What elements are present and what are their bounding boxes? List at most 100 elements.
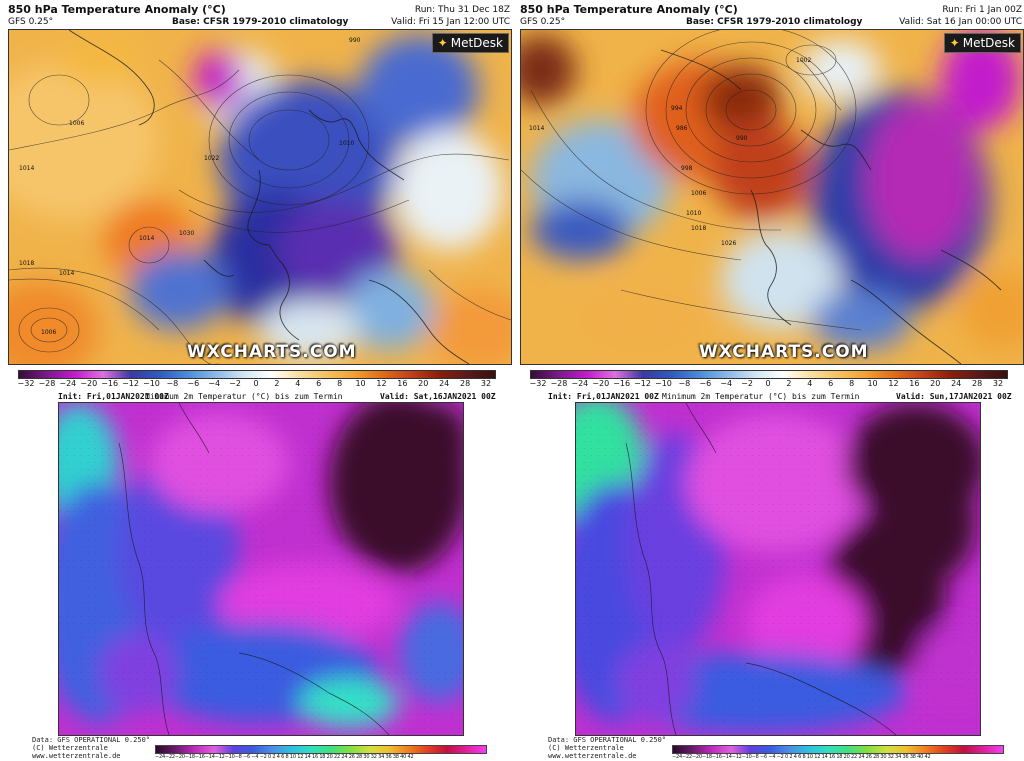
anomaly-tick-label: −20 [592,379,610,388]
isobar-label: 1002 [796,57,811,64]
anomaly-tick-label: 2 [274,379,280,388]
top-left-anomaly-map: 1006 1014 1018 1014 1022 1030 1006 1010 … [8,29,512,365]
anomaly-tick-label: −24 [571,379,589,388]
tmin-colorbar-right [672,745,1004,754]
anomaly-tick-label: 10 [867,379,878,388]
anomaly-tick-label: 12 [376,379,387,388]
anomaly-tick-label: 8 [849,379,855,388]
anomaly-tick-label: 20 [930,379,941,388]
anomaly-tick-label: −8 [678,379,691,388]
anomaly-tick-label: −32 [17,379,35,388]
anomaly-tick-label: −10 [655,379,672,388]
anomaly-tick-label: −10 [143,379,160,388]
anomaly-tick-label: 16 [397,379,408,388]
anomaly-tick-label: 2 [786,379,792,388]
top-left-run: Run: Thu 31 Dec 18Z [414,5,510,15]
top-right-valid: Valid: Sat 16 Jan 00:00 UTC [899,17,1022,27]
top-right-anomaly-map: 1002 994 986 990 998 1006 1010 1018 1026… [520,29,1024,365]
anomaly-tick-label: −4 [208,379,221,388]
isobar-label: 1018 [19,260,34,267]
isobar-label: 1010 [339,140,354,147]
anomaly-tick-label: −32 [529,379,547,388]
anomaly-tick-label: 20 [418,379,429,388]
anomaly-tick-label: −4 [720,379,733,388]
anomaly-tick-label: 32 [480,379,492,388]
top-right-title: 850 hPa Temperature Anomaly (°C) [520,3,738,16]
isobar-label: 1014 [59,270,74,277]
anomaly-tick-label: −2 [741,379,753,388]
anomaly-tick-label: −8 [166,379,179,388]
anomaly-tick-label: −12 [122,379,139,388]
anomaly-tick-label: 6 [316,379,322,388]
anomaly-tick-label: 16 [909,379,920,388]
anomaly-tick-label: 4 [295,379,301,388]
anomaly-tick-label: 32 [992,379,1004,388]
bottom-right-footer: Data: GFS OPERATIONAL 0.250° (C) Wetterz… [548,736,667,760]
anomaly-tick-label: −24 [59,379,77,388]
isobar-label: 1006 [41,329,56,336]
wxcharts-watermark: WXCHARTS.COM [699,342,869,362]
bottom-left-param: Minimum 2m Temperatur (°C) bis zum Termi… [145,392,343,401]
anomaly-tick-label: −6 [699,379,712,388]
isobar-label: 1006 [691,190,706,197]
top-left-model: GFS 0.25° [8,17,54,27]
anomaly-tick-label: 0 [253,379,259,388]
metdesk-logo: ✦ MetDesk [431,33,509,53]
anomaly-tick-label: 8 [337,379,343,388]
isobar-label: 990 [736,135,748,142]
isobar-label: 1010 [686,210,701,217]
isobar-label: 990 [349,37,361,44]
bottom-right-init: Init: Fri,01JAN2021 00Z [548,392,659,401]
tmin-scale-labels: −24−22−20−18−16−14−12−10−8 −6 −4 −2 0 2 … [672,754,931,760]
anomaly-tick-label: 12 [888,379,899,388]
bottom-right-param: Minimum 2m Temperatur (°C) bis zum Termi… [662,392,860,401]
top-right-model: GFS 0.25° [520,17,566,27]
anomaly-tick-label: −28 [38,379,56,388]
anomaly-tick-label: −6 [187,379,200,388]
top-left-panel: 850 hPa Temperature Anomaly (°C) GFS 0.2… [0,0,512,372]
anomaly-tick-label: 24 [951,379,962,388]
metdesk-logo: ✦ MetDesk [943,33,1021,53]
bottom-left-init: Init: Fri,01JAN2021 00Z [58,392,169,401]
bottom-right-valid: Valid: Sun,17JAN2021 00Z [896,392,1012,401]
anomaly-tick-label: 24 [439,379,450,388]
bottom-left-panel: Init: Fri,01JAN2021 00Z Minimum 2m Tempe… [0,390,512,761]
anomaly-tick-label: −20 [80,379,98,388]
top-left-valid: Valid: Fri 15 Jan 12:00 UTC [391,17,510,27]
anomaly-tick-label: 0 [765,379,771,388]
isobar-label: 1018 [691,225,706,232]
isobar-label: 1006 [69,120,84,127]
anomaly-tick-label: −12 [634,379,651,388]
top-right-base: Base: CFSR 1979-2010 climatology [686,17,863,27]
top-right-panel: 850 hPa Temperature Anomaly (°C) GFS 0.2… [512,0,1024,372]
isobar-label: 998 [681,165,693,172]
anomaly-tick-label: 28 [971,379,983,388]
bottom-right-panel: Init: Fri,01JAN2021 00Z Minimum 2m Tempe… [512,390,1024,761]
isobar-label: 1014 [139,235,154,242]
tmin-colorbar-left [155,745,487,754]
isobar-label: 986 [676,125,688,132]
tmin-scale-labels: −24−22−20−18−16−14−12−10−8 −6 −4 −2 0 2 … [155,754,414,760]
anomaly-tick-label: −16 [101,379,119,388]
bottom-left-valid: Valid: Sat,16JAN2021 00Z [380,392,496,401]
isobar-label: 1014 [529,125,544,132]
anomaly-tick-label: −28 [550,379,568,388]
isobar-label: 1026 [721,240,736,247]
bottom-left-footer: Data: GFS OPERATIONAL 0.250° (C) Wetterz… [32,736,151,760]
bottom-left-tmin-map: - [58,402,464,736]
metdesk-star-icon: ✦ [437,36,448,50]
isobar-label: 1014 [19,165,34,172]
anomaly-tick-label: −16 [613,379,631,388]
anomaly-tick-label: 6 [828,379,834,388]
wxcharts-watermark: WXCHARTS.COM [187,342,357,362]
top-right-run: Run: Fri 1 Jan 00Z [942,5,1022,15]
anomaly-tick-label: 10 [355,379,366,388]
isobar-label: 994 [671,105,683,112]
anomaly-tick-label: 28 [459,379,471,388]
isobar-label: 1030 [179,230,194,237]
top-left-title: 850 hPa Temperature Anomaly (°C) [8,3,226,16]
bottom-right-tmin-map: - [575,402,981,736]
anomaly-tick-label: 4 [807,379,813,388]
isobar-label: 1022 [204,155,219,162]
anomaly-tick-label: −2 [229,379,241,388]
